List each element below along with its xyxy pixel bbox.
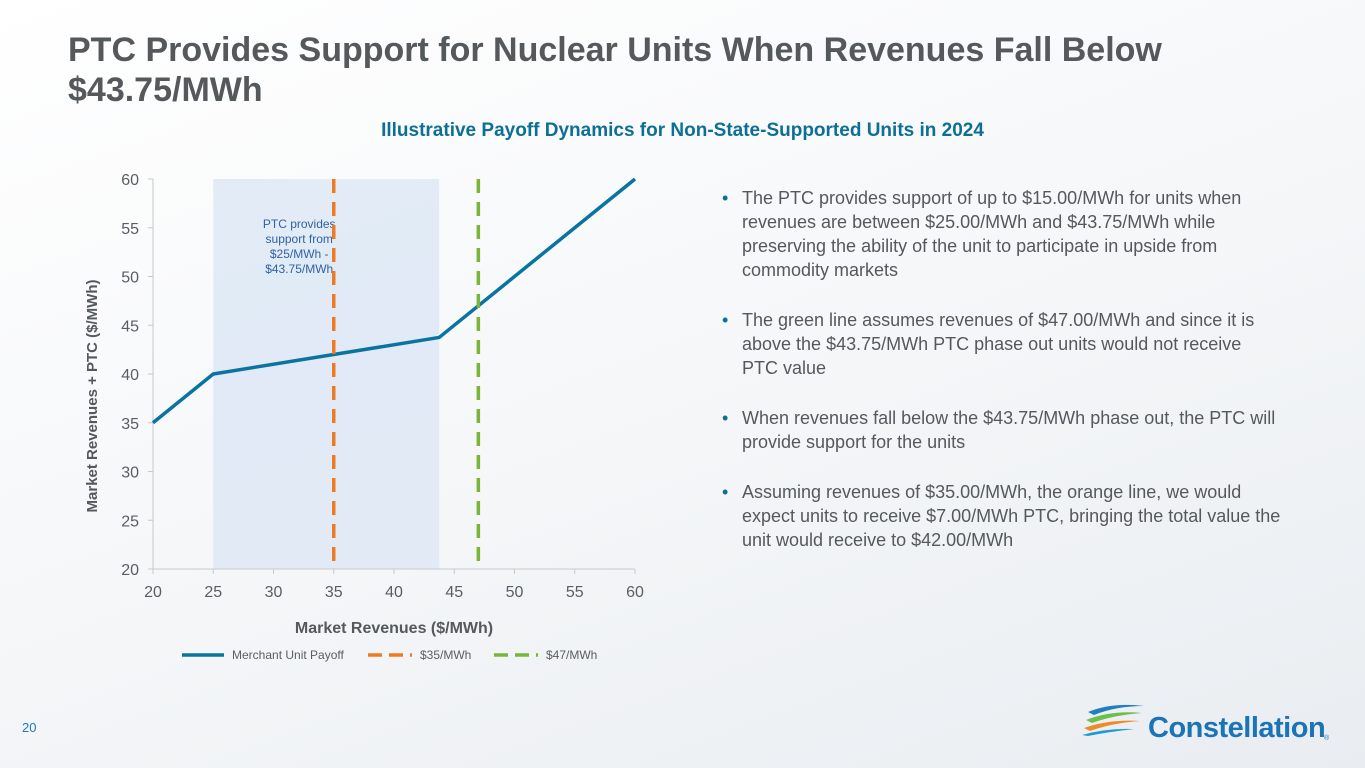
x-tick-label: 45: [445, 584, 463, 601]
bullet-item: Assuming revenues of $35.00/MWh, the ora…: [722, 480, 1282, 552]
x-axis-title: Market Revenues ($/MWh): [295, 620, 493, 637]
y-axis-title: Market Revenues + PTC ($/MWh): [84, 280, 101, 513]
constellation-logo: Constellation ®: [1082, 702, 1342, 752]
x-tick-label: 20: [144, 584, 162, 601]
bullet-item: When revenues fall below the $43.75/MWh …: [722, 406, 1282, 454]
y-tick-label: 55: [121, 221, 139, 238]
page-number: 20: [22, 720, 37, 735]
y-tick-label: 25: [121, 513, 139, 530]
band-label: PTC provides support from $25/MWh -$43.75/…: [263, 217, 336, 276]
bullet-list: The PTC provides support of up to $15.00…: [722, 186, 1282, 578]
legend-label: Merchant Unit Payoff: [232, 648, 344, 662]
legend-label: $47/MWh: [546, 648, 597, 662]
page-title: PTC Provides Support for Nuclear Units W…: [68, 31, 1162, 109]
y-tick-label: 50: [121, 270, 139, 287]
x-tick-label: 35: [325, 584, 343, 601]
bullet-item: The green line assumes revenues of $47.0…: [722, 308, 1282, 380]
x-tick-label: 60: [626, 584, 644, 601]
x-tick-label: 40: [385, 584, 403, 601]
chart-subtitle: Illustrative Payoff Dynamics for Non-Sta…: [381, 120, 984, 141]
x-tick-label: 25: [204, 584, 222, 601]
x-tick-label: 55: [566, 584, 584, 601]
payoff-chart: PTC provides support from $25/MWh -$43.75/…: [84, 172, 644, 662]
legend-label: $35/MWh: [420, 648, 471, 662]
series-line-merchant: [151, 177, 637, 425]
y-tick-label: 40: [121, 367, 139, 384]
logo-swoosh-icon: [1082, 704, 1144, 736]
y-tick-label: 45: [121, 318, 139, 335]
y-tick-label: 20: [121, 562, 139, 579]
ptc-support-band: [213, 179, 440, 569]
y-tick-label: 60: [121, 172, 139, 189]
x-tick-label: 30: [265, 584, 283, 601]
x-tick-label: 50: [506, 584, 524, 601]
y-tick-label: 35: [121, 416, 139, 433]
logo-text: Constellation: [1148, 712, 1326, 744]
bullet-item: The PTC provides support of up to $15.00…: [722, 186, 1282, 282]
logo-registered-mark: ®: [1324, 735, 1330, 742]
y-tick-label: 30: [121, 465, 139, 482]
